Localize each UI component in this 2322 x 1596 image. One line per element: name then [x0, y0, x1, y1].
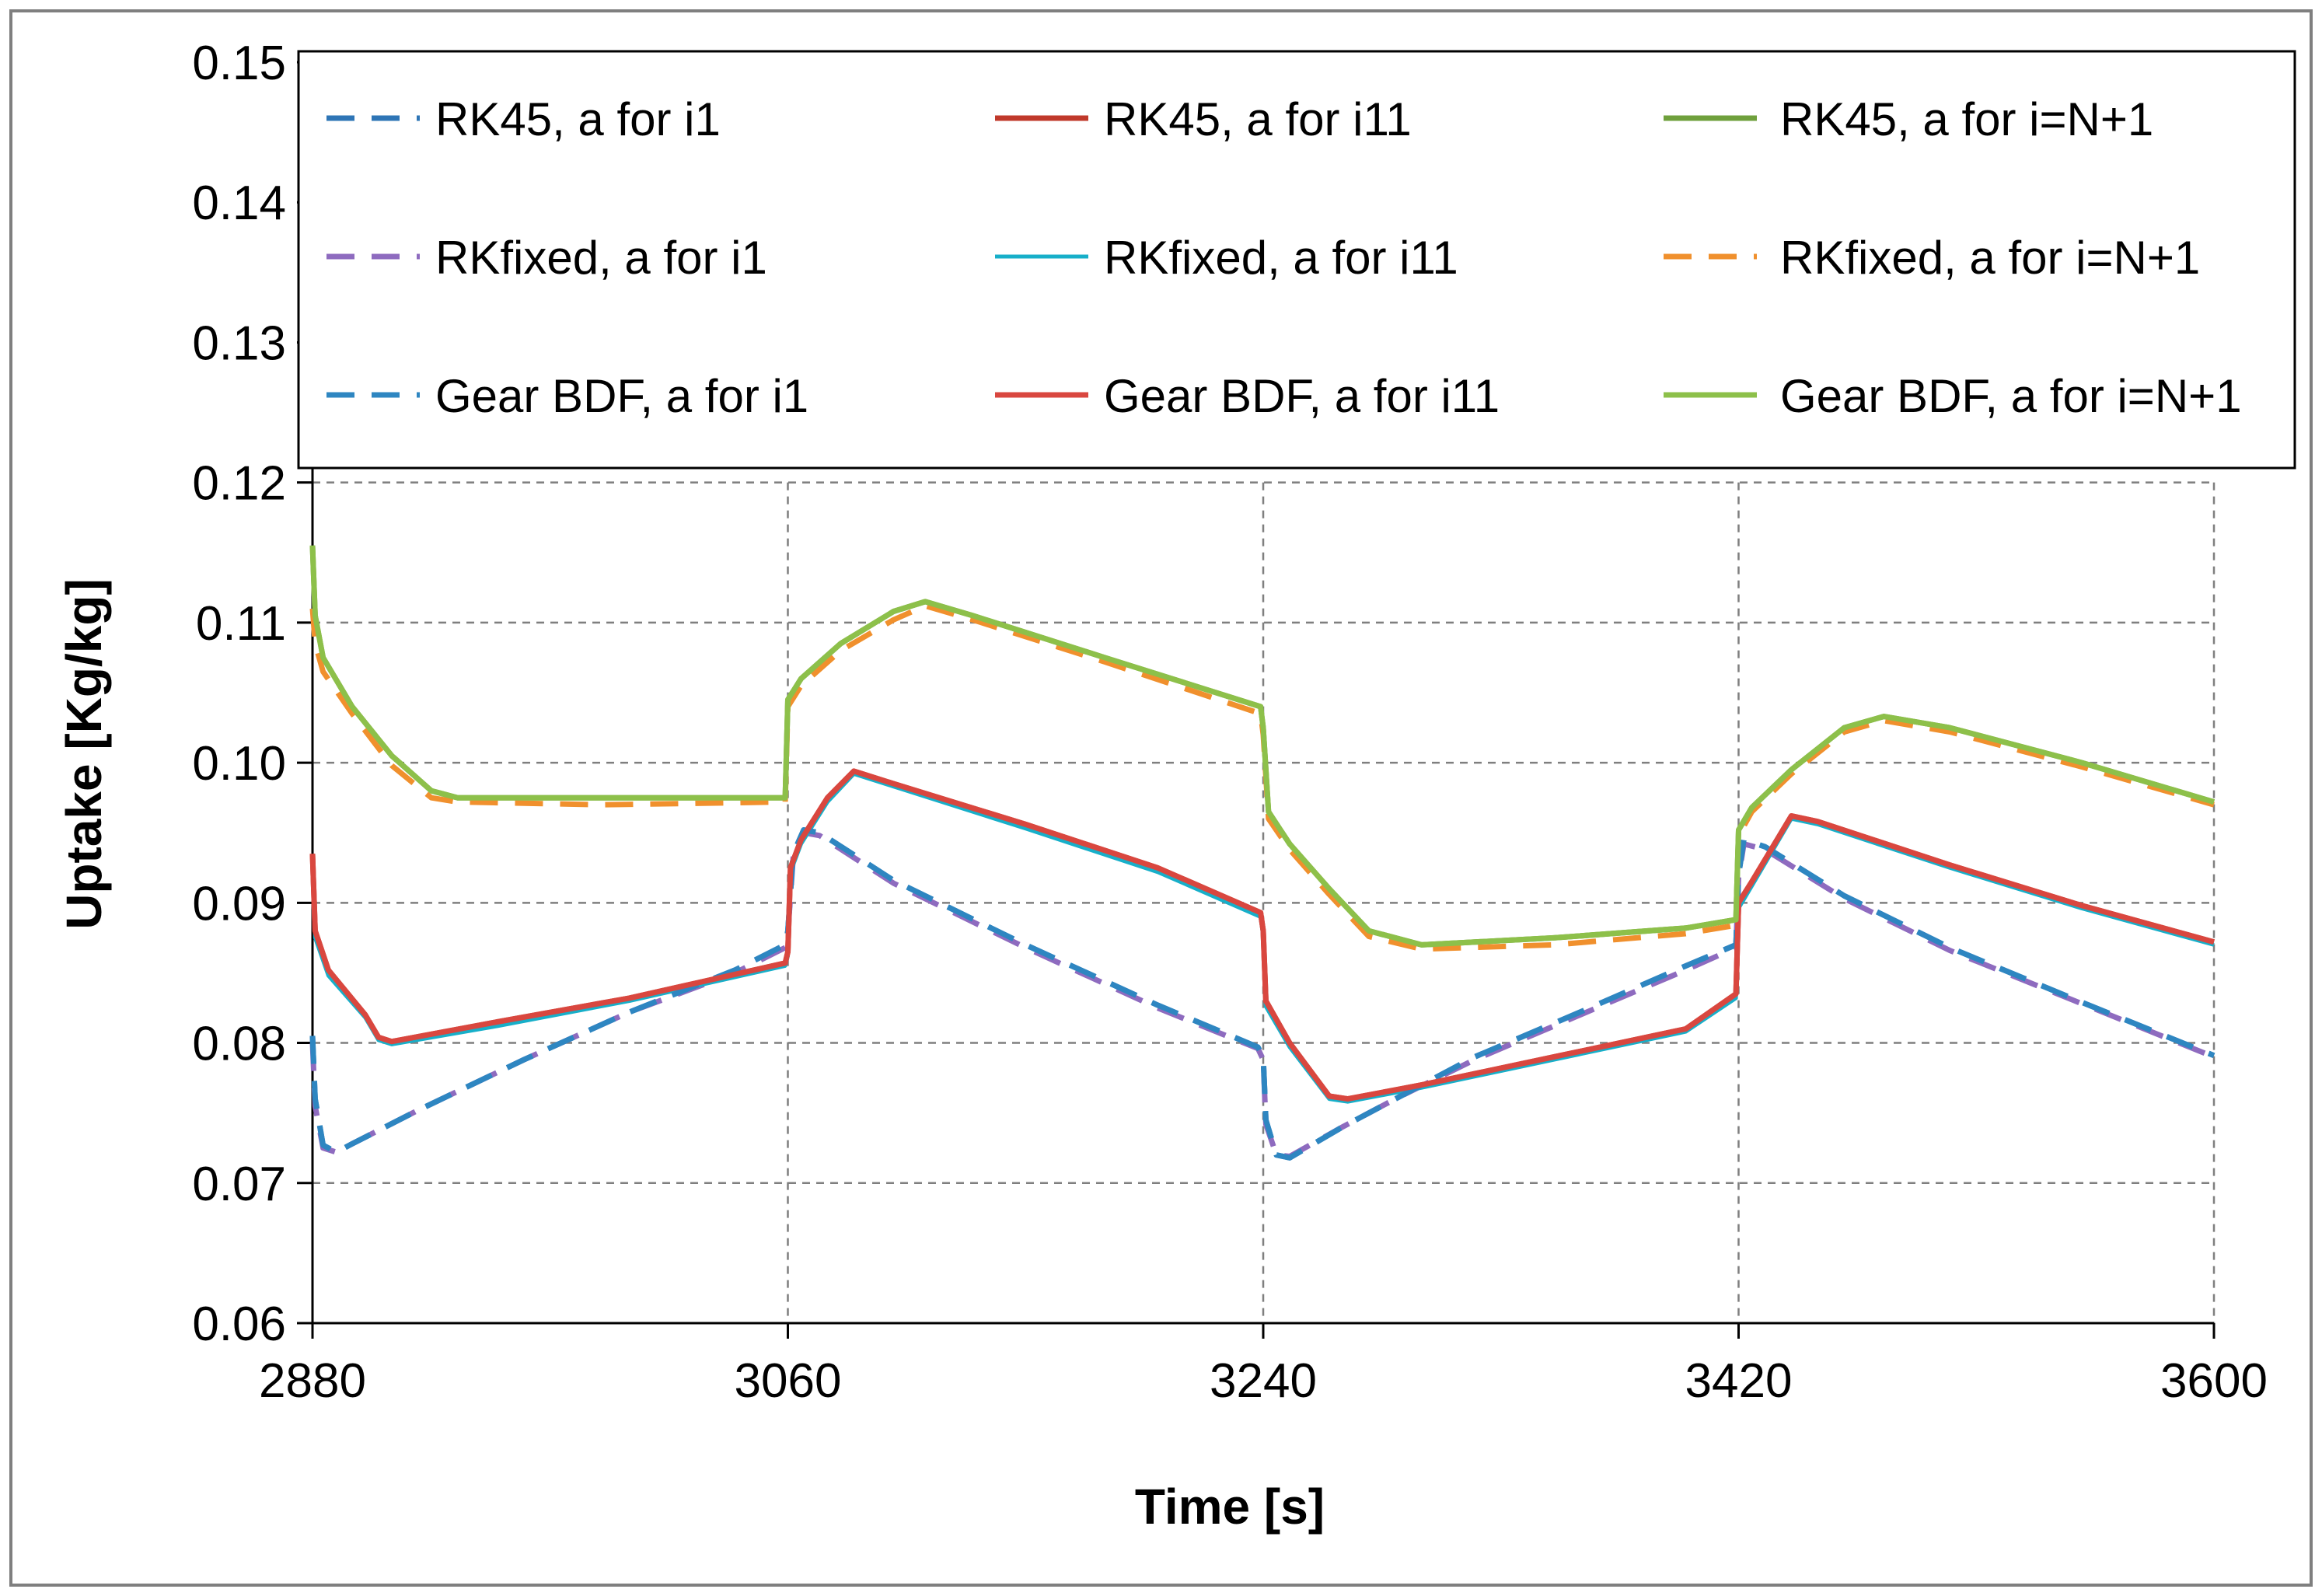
y-tick-label-7: 0.13 [192, 316, 286, 370]
y-axis-title: Uptake [Kg/kg] [56, 578, 112, 930]
series-lines [309, 545, 2216, 1161]
y-tick-label-3: 0.09 [192, 877, 286, 931]
grid-lines [313, 481, 2216, 1323]
y-tick-label-6: 0.12 [192, 457, 286, 511]
x-tick-label-3: 3420 [1685, 1354, 1793, 1408]
y-tick-label-2: 0.08 [192, 1018, 286, 1071]
x-tick-label-0: 2880 [259, 1354, 366, 1408]
y-tick-label-0: 0.06 [192, 1297, 286, 1351]
series-line-7 [309, 827, 2216, 1161]
legend-label-6: RKfixed, a for i=N+1 [1780, 232, 2200, 284]
x-axis-title: Time [s] [1135, 1479, 1325, 1535]
y-tick-labels: 0.06 0.07 0.08 0.09 0.10 0.11 0.12 0.13 0.14 0.15 [192, 37, 286, 1351]
legend-box [297, 50, 2296, 470]
legend-label-8: Gear BDF, a for i11 [1104, 370, 1500, 422]
y-tick-label-4: 0.10 [192, 737, 286, 791]
x-tick-label-2: 3240 [1210, 1354, 1317, 1408]
series-line-9 [309, 545, 2215, 948]
x-tick-label-4: 3600 [2160, 1354, 2268, 1408]
legend-label-3: RK45, a for i=N+1 [1780, 93, 2153, 145]
legend-label-5: RKfixed, a for i11 [1104, 232, 1458, 284]
y-tick-label-5: 0.11 [196, 597, 286, 651]
x-tick-label-1: 3060 [735, 1354, 842, 1408]
y-tick-label-8: 0.14 [192, 176, 286, 230]
legend-label-2: RK45, a for i11 [1104, 93, 1412, 145]
legend-label-1: RK45, a for i1 [435, 93, 721, 145]
y-tick-label-1: 0.07 [192, 1158, 286, 1211]
legend-label-7: Gear BDF, a for i1 [435, 370, 808, 422]
legend-label-9: Gear BDF, a for i=N+1 [1780, 370, 2242, 422]
legend-label-4: RKfixed, a for i1 [435, 232, 767, 284]
legend: RK45, a for i1 RK45, a for i11 RK45, a for… [297, 50, 2296, 470]
x-tick-labels: 2880 3060 3240 3420 3600 [259, 1354, 2268, 1408]
series-line-8 [309, 768, 2215, 1102]
y-tick-label-9: 0.15 [192, 37, 286, 90]
